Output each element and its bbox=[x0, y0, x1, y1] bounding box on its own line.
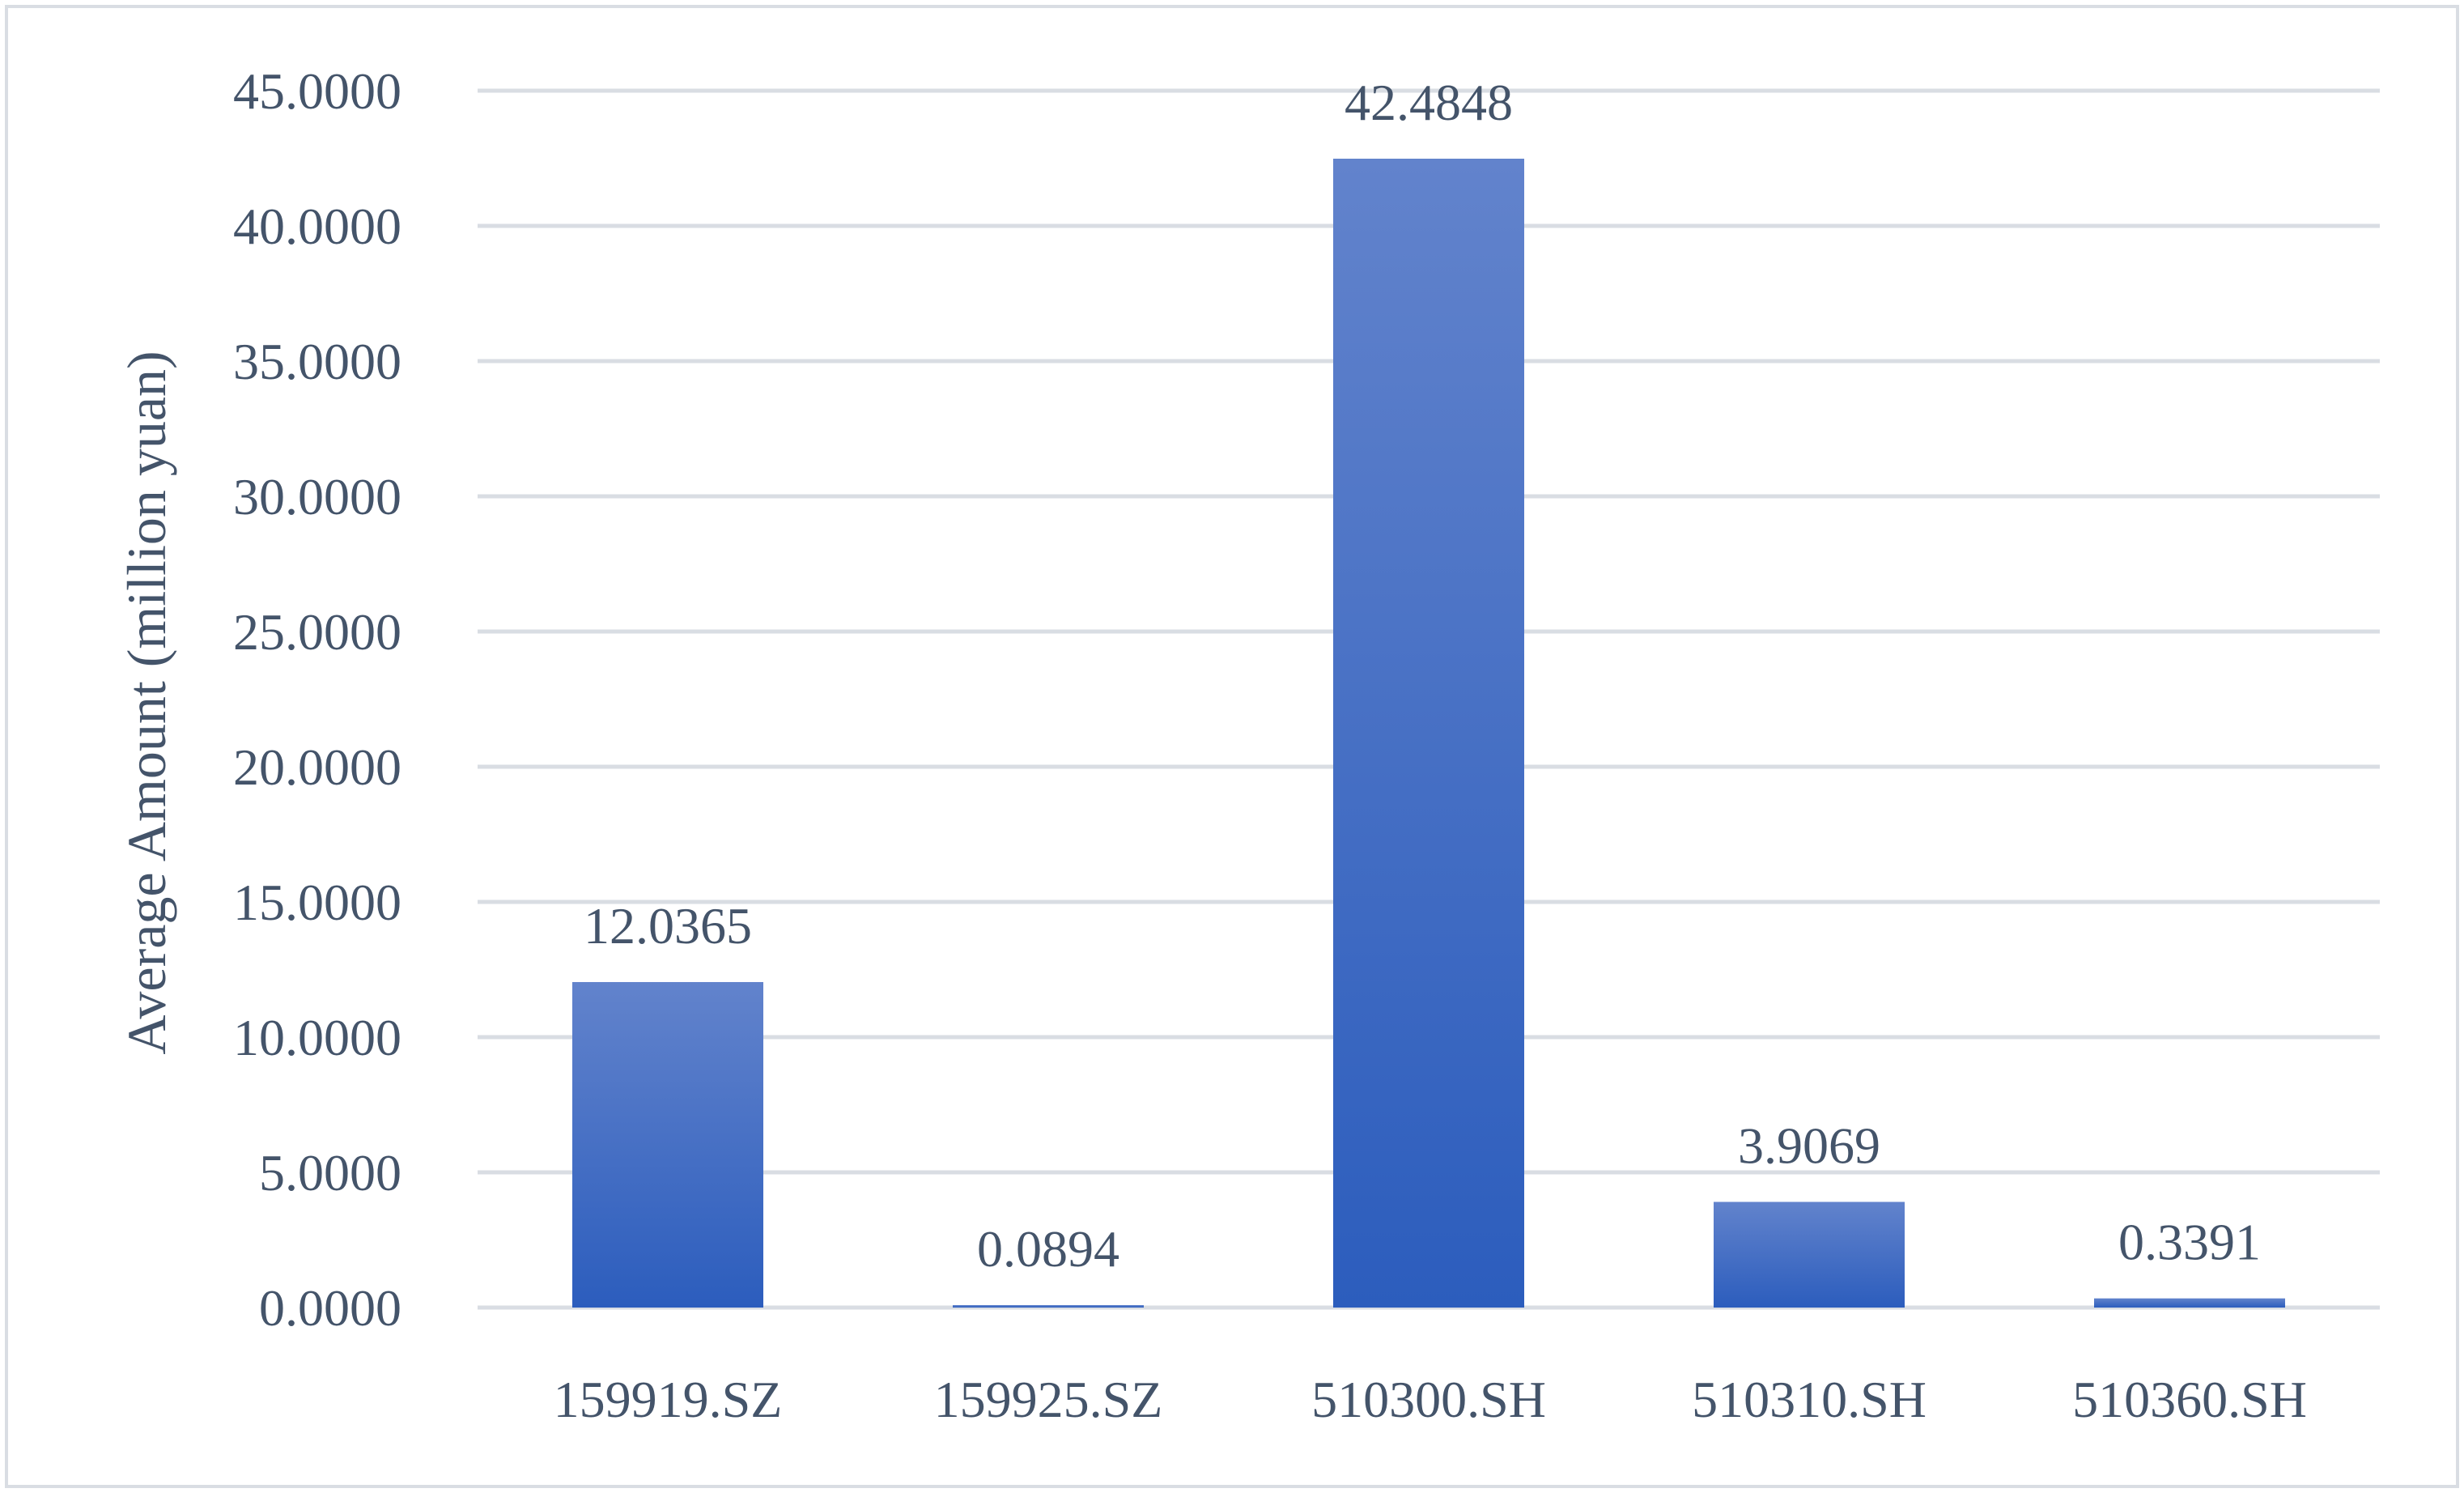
y-axis-ticks: 0.0000 5.0000 10.0000 15.0000 20.0000 25.0000… bbox=[233, 62, 401, 1337]
data-labels: 12.0365 0.0894 42.4848 3.9069 0.3391 bbox=[584, 74, 2261, 1278]
y-tick-label: 30.0000 bbox=[233, 468, 401, 525]
data-label: 0.3391 bbox=[2118, 1214, 2261, 1271]
y-axis-title: Average Amount (million yuan) bbox=[116, 351, 177, 1054]
chart-border bbox=[5, 5, 2459, 1488]
y-tick-label: 40.0000 bbox=[233, 198, 401, 255]
x-tick-label: 510300.SH bbox=[1311, 1371, 1546, 1428]
y-tick-label: 35.0000 bbox=[233, 333, 401, 390]
x-tick-label: 510310.SH bbox=[1692, 1371, 1927, 1428]
data-label: 12.0365 bbox=[584, 897, 752, 955]
bar-510310.SH bbox=[1714, 1201, 1905, 1308]
data-label: 42.4848 bbox=[1345, 74, 1513, 131]
x-axis-ticks: 159919.SZ 159925.SZ 510300.SH 510310.SH 5103… bbox=[554, 1371, 2307, 1428]
bars bbox=[572, 159, 2285, 1308]
y-tick-label: 10.0000 bbox=[233, 1009, 401, 1066]
data-label: 3.9069 bbox=[1738, 1117, 1880, 1175]
bar-159925.SZ bbox=[953, 1305, 1144, 1308]
bar-159919.SZ bbox=[572, 981, 763, 1308]
bar-510300.SH bbox=[1333, 159, 1524, 1308]
bar-510360.SH bbox=[2094, 1298, 2285, 1308]
y-tick-label: 15.0000 bbox=[233, 874, 401, 931]
x-tick-label: 159919.SZ bbox=[554, 1371, 783, 1428]
x-tick-label: 159925.SZ bbox=[934, 1371, 1163, 1428]
y-tick-label: 20.0000 bbox=[233, 738, 401, 796]
y-tick-label: 25.0000 bbox=[233, 603, 401, 661]
y-tick-label: 45.0000 bbox=[233, 62, 401, 120]
y-tick-label: 0.0000 bbox=[259, 1279, 401, 1337]
x-tick-label: 510360.SH bbox=[2072, 1371, 2307, 1428]
y-tick-label: 5.0000 bbox=[259, 1144, 401, 1201]
data-label: 0.0894 bbox=[977, 1220, 1119, 1278]
